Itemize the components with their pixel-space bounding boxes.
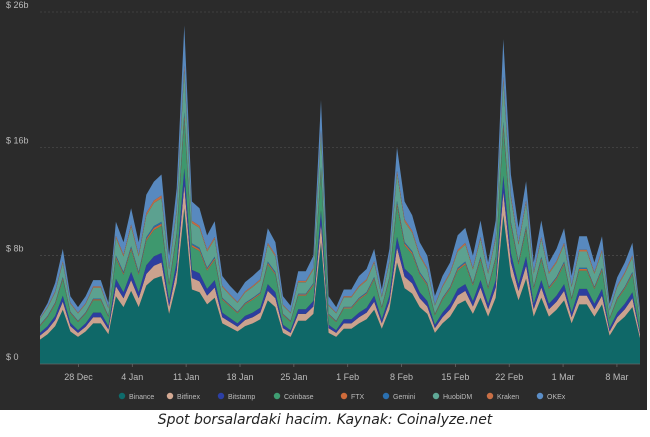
- legend-marker-kraken: [486, 392, 494, 400]
- legend-marker-ftx: [340, 392, 348, 400]
- y-tick-label: $ 16b: [6, 135, 29, 145]
- legend-label: FTX: [351, 394, 365, 401]
- legend-marker-bitfinex: [166, 392, 174, 400]
- x-tick-label: 1 Feb: [336, 372, 359, 382]
- y-tick-label: $ 8b: [6, 244, 24, 254]
- legend-label: Coinbase: [284, 394, 314, 401]
- legend-label: Binance: [129, 394, 154, 401]
- x-tick-label: 28 Dec: [64, 372, 93, 382]
- legend-marker-okex: [536, 392, 544, 400]
- chart-caption: Spot borsalardaki hacim. Kaynak: Coinaly…: [157, 412, 493, 428]
- series-area-coinbase: [40, 119, 640, 333]
- x-tick-label: 11 Jan: [173, 372, 199, 382]
- x-tick-label: 8 Mar: [605, 372, 628, 382]
- x-tick-label: 22 Feb: [495, 372, 523, 382]
- legend-marker-binance: [118, 392, 126, 400]
- legend-label: Kraken: [497, 394, 519, 401]
- legend-label: HuobiDM: [443, 394, 472, 401]
- legend-marker-huobidm: [432, 392, 440, 400]
- x-tick-label: 15 Feb: [441, 372, 469, 382]
- series-area-binance: [40, 208, 640, 364]
- legend-marker-gemini: [382, 392, 390, 400]
- y-tick-label: $ 0: [6, 352, 19, 362]
- stacked-area-chart: $ 0 $ 8b $ 16b $ 26b 28 Dec 4 Jan 11 Jan 18 Jan…: [6, 0, 640, 401]
- x-tick-label: 1 Mar: [552, 372, 575, 382]
- x-tick-label: 18 Jan: [226, 372, 253, 382]
- legend-label: Gemini: [393, 394, 416, 401]
- legend-label: Bitfinex: [177, 394, 200, 401]
- y-tick-label: $ 26b: [6, 0, 29, 10]
- x-tick-label: 4 Jan: [121, 372, 143, 382]
- legend-label: OKEx: [547, 394, 566, 401]
- legend-marker-coinbase: [273, 392, 281, 400]
- x-tick-label: 8 Feb: [390, 372, 413, 382]
- legend-marker-bitstamp: [217, 392, 225, 400]
- x-tick-label: 25 Jan: [280, 372, 307, 382]
- legend-label: Bitstamp: [228, 394, 255, 401]
